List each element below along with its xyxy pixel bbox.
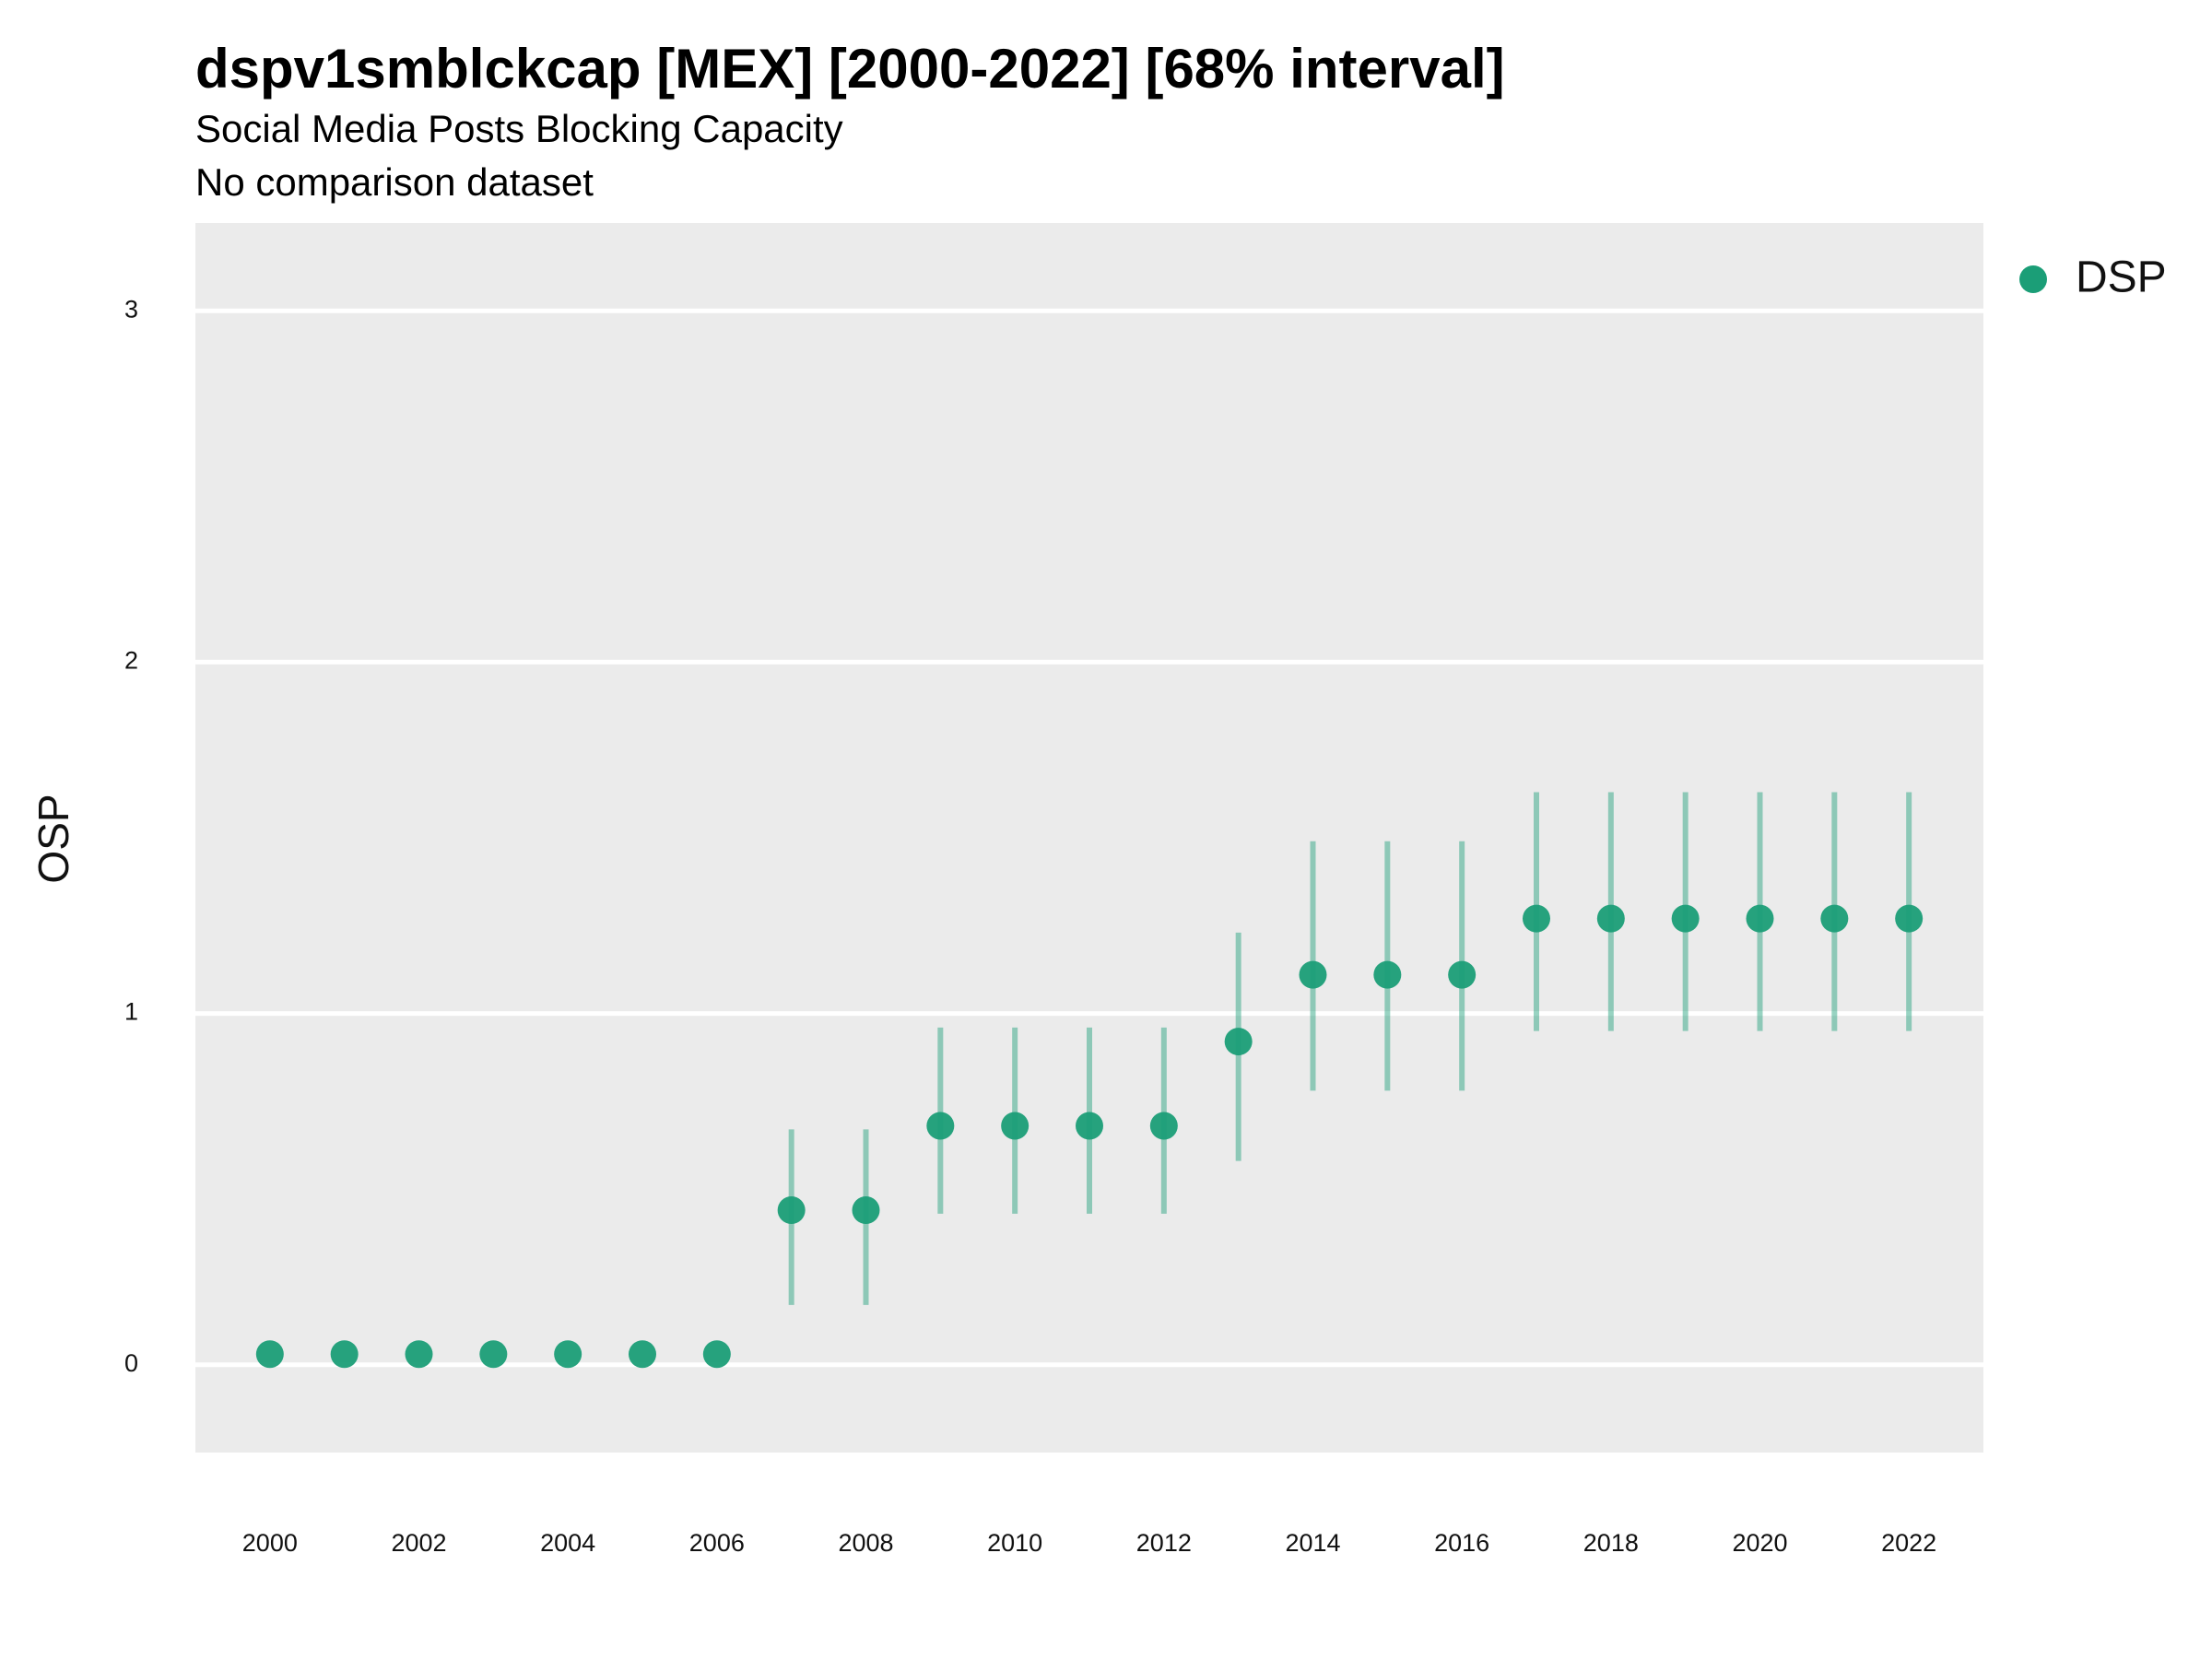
- data-points: [255, 904, 1924, 1369]
- data-point: [629, 1340, 656, 1369]
- y-tick-label: 0: [124, 1349, 138, 1377]
- x-tick-label: 2010: [987, 1529, 1042, 1557]
- data-point: [702, 1340, 731, 1369]
- y-tick-label: 3: [124, 295, 138, 323]
- data-point: [1373, 960, 1402, 989]
- data-point: [1299, 960, 1327, 989]
- data-point: [479, 1340, 508, 1369]
- data-point: [1895, 904, 1924, 933]
- data-point: [1671, 904, 1700, 933]
- data-point: [1448, 960, 1477, 989]
- y-tick-label: 2: [124, 647, 138, 675]
- x-tick-label: 2012: [1136, 1529, 1192, 1557]
- chart-title: dspv1smblckcap [MEX] [2000-2022] [68% in…: [195, 38, 1505, 100]
- data-point: [1523, 904, 1550, 933]
- data-point: [1149, 1112, 1178, 1140]
- x-axis-ticks: 2000 2002 2004 2006 2008 2010 2012 2014 2016 2018…: [242, 1529, 1936, 1557]
- x-tick-label: 2008: [838, 1529, 893, 1557]
- data-point: [1746, 904, 1774, 933]
- legend-marker: [2019, 265, 2047, 293]
- legend-label: DSP: [2076, 253, 2167, 302]
- data-point: [554, 1340, 582, 1369]
- y-tick-label: 1: [124, 998, 138, 1026]
- y-axis-label: OSP: [29, 794, 77, 883]
- chart-subtitle: Social Media Posts Blocking Capacity: [195, 107, 843, 150]
- chart-caption: No comparison dataset: [195, 160, 594, 204]
- data-point: [777, 1196, 806, 1225]
- plot-panel: [195, 223, 1983, 1453]
- data-point: [1596, 904, 1625, 933]
- data-point: [255, 1340, 284, 1369]
- data-point: [852, 1196, 880, 1225]
- data-point: [1224, 1028, 1253, 1056]
- y-axis-ticks: 0 1 2 3: [124, 295, 138, 1376]
- x-tick-label: 2002: [391, 1529, 446, 1557]
- x-tick-label: 2004: [540, 1529, 595, 1557]
- data-point: [926, 1112, 955, 1140]
- data-point: [1076, 1112, 1103, 1140]
- x-tick-label: 2000: [242, 1529, 298, 1557]
- x-tick-label: 2006: [689, 1529, 745, 1557]
- x-tick-label: 2016: [1434, 1529, 1489, 1557]
- x-tick-label: 2020: [1732, 1529, 1787, 1557]
- x-tick-label: 2018: [1583, 1529, 1639, 1557]
- legend: DSP: [2019, 253, 2167, 302]
- x-tick-label: 2014: [1285, 1529, 1340, 1557]
- data-point: [330, 1340, 359, 1369]
- x-tick-label: 2022: [1881, 1529, 1936, 1557]
- data-point: [1820, 904, 1849, 933]
- data-point: [405, 1340, 433, 1369]
- data-point: [1001, 1112, 1030, 1140]
